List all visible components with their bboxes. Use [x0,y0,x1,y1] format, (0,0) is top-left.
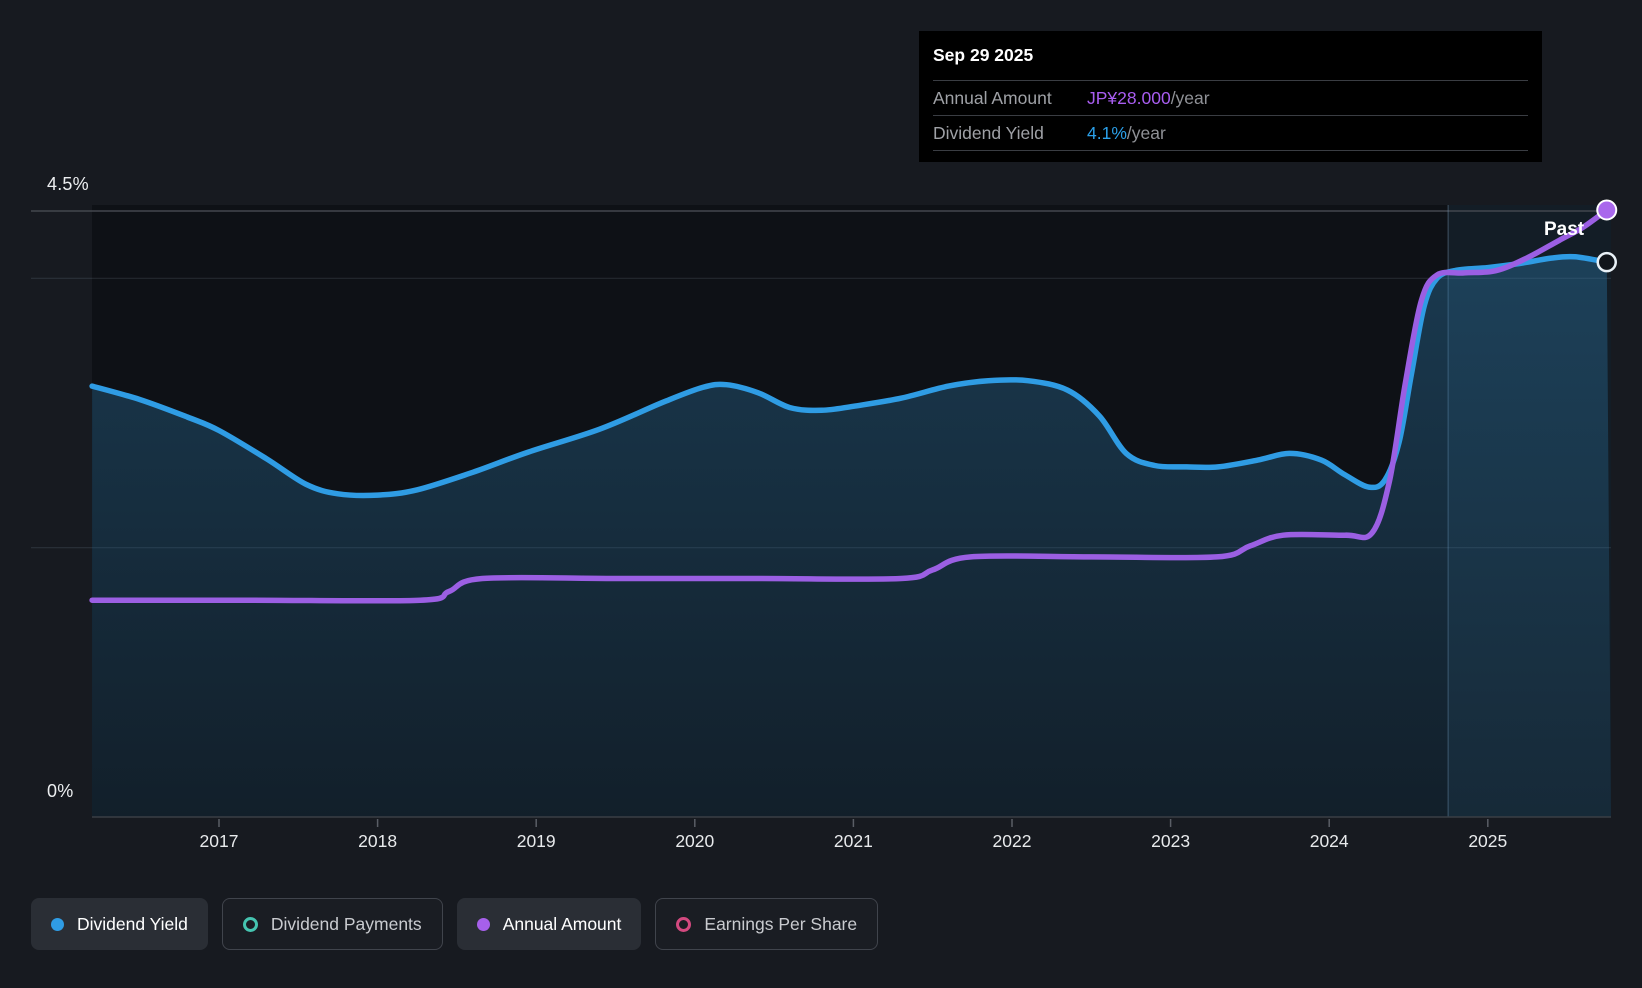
legend-item-earnings-per-share[interactable]: Earnings Per Share [655,898,879,950]
series-lines [89,207,1611,817]
tooltip-value: JP¥28.000 [1087,88,1171,108]
legend-item-label: Dividend Payments [270,913,422,934]
tooltip-row-annual-amount: Annual Amount JP¥28.000/year [933,80,1528,115]
tooltip-suffix: /year [1126,123,1166,143]
legend-item-dividend-yield[interactable]: Dividend Yield [31,898,208,950]
tooltip-date: Sep 29 2025 [933,45,1034,65]
chart-tooltip: Sep 29 2025 Annual Amount JP¥28.000/year … [919,31,1542,162]
x-axis-label: 2017 [199,831,239,851]
x-axis-label: 2019 [516,831,556,851]
end-markers [1596,199,1618,273]
legend-item-dividend-payments[interactable]: Dividend Payments [221,898,443,950]
x-axis-label: 2025 [1468,831,1508,851]
tooltip-value: 4.1% [1087,123,1127,143]
x-axis-label: 2024 [1309,831,1349,851]
legend-item-label: Annual Amount [502,913,622,934]
legend-item-label: Earnings Per Share [704,913,858,934]
tooltip-label: Dividend Yield [933,123,1044,143]
legend-marker-icon [51,917,64,931]
x-axis [92,816,1611,827]
y-axis-max-label: 4.5% [47,174,89,194]
x-axis-label: 2018 [358,831,398,851]
x-axis-label: 2023 [1151,831,1191,851]
tooltip-row-dividend-yield: Dividend Yield 4.1%/year [933,115,1528,151]
tooltip-label: Annual Amount [933,88,1052,108]
legend-marker-icon [676,916,692,932]
legend-marker-icon [476,917,490,931]
legend-marker-icon [242,916,258,932]
y-axis-min-label: 0% [47,781,74,801]
x-axis-label: 2021 [833,831,873,851]
legend-item-label: Dividend Yield [77,913,188,934]
x-axis-label: 2022 [992,831,1032,851]
past-label: Past [1544,219,1585,240]
legend: Dividend Yield Dividend Payments Annual Am… [31,898,879,950]
tooltip-suffix: /year [1170,88,1210,108]
legend-item-annual-amount[interactable]: Annual Amount [456,898,642,950]
x-axis-label: 2020 [675,831,715,851]
